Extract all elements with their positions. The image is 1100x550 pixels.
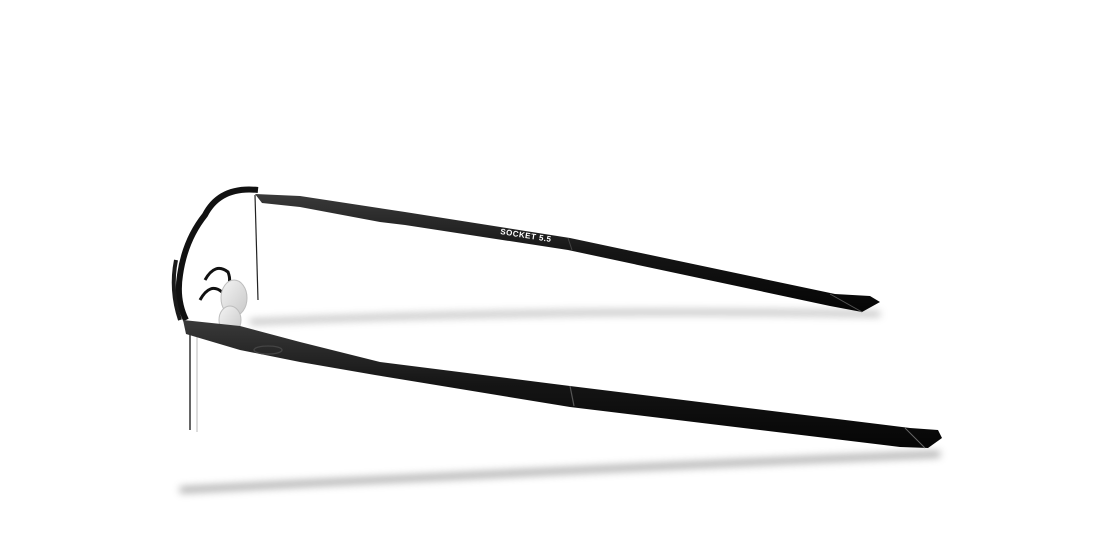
upper-temple-arm: SOCKET 5.5 xyxy=(255,194,880,313)
oakley-ellipse-icon xyxy=(253,345,283,355)
shadow-upper xyxy=(249,309,881,325)
frame-front xyxy=(171,186,259,432)
shadow-lower xyxy=(179,451,941,493)
lower-temple-arm xyxy=(183,320,942,449)
